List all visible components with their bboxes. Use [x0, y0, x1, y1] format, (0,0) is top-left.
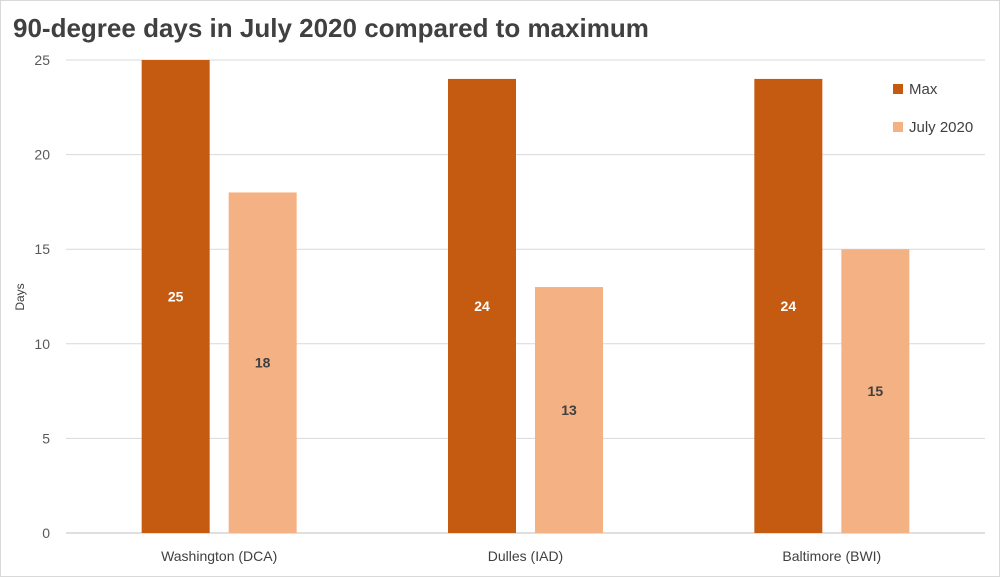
data-label: 24 — [781, 298, 797, 314]
gridlines — [66, 59, 985, 534]
bars — [141, 60, 910, 534]
data-label: 25 — [168, 289, 184, 305]
bar-july-2020 — [535, 287, 603, 533]
data-labels: 25 18 24 13 24 15 — [168, 289, 883, 419]
y-tick-label: 0 — [42, 525, 50, 541]
bar-max — [448, 78, 516, 534]
bar-july-2020 — [228, 192, 297, 533]
legend-swatch — [893, 122, 903, 132]
data-label: 13 — [561, 402, 577, 418]
y-tick-label: 15 — [34, 241, 50, 257]
x-axis-categories: Washington (DCA) Dulles (IAD) Baltimore (B… — [161, 548, 881, 564]
chart-title: 90-degree days in July 2020 compared to … — [13, 13, 649, 43]
x-category-label: Dulles (IAD) — [488, 548, 563, 564]
x-category-label: Baltimore (BWI) — [782, 548, 881, 564]
y-axis-title: Days — [13, 283, 27, 310]
legend-label: July 2020 — [909, 119, 973, 136]
bar-max — [754, 78, 823, 534]
legend: Max July 2020 — [893, 81, 973, 136]
y-tick-label: 20 — [34, 147, 50, 163]
y-axis-ticks: 0 5 10 15 20 25 — [34, 52, 50, 541]
bar-max — [141, 60, 210, 533]
bar-july-2020 — [841, 249, 910, 533]
y-tick-label: 25 — [34, 52, 50, 68]
data-label: 15 — [868, 383, 884, 399]
x-category-label: Washington (DCA) — [161, 548, 277, 564]
y-tick-label: 10 — [34, 336, 50, 352]
y-tick-label: 5 — [42, 430, 50, 446]
data-label: 24 — [474, 298, 490, 314]
legend-swatch — [893, 84, 903, 94]
data-label: 18 — [255, 355, 271, 371]
legend-label: Max — [909, 81, 938, 98]
